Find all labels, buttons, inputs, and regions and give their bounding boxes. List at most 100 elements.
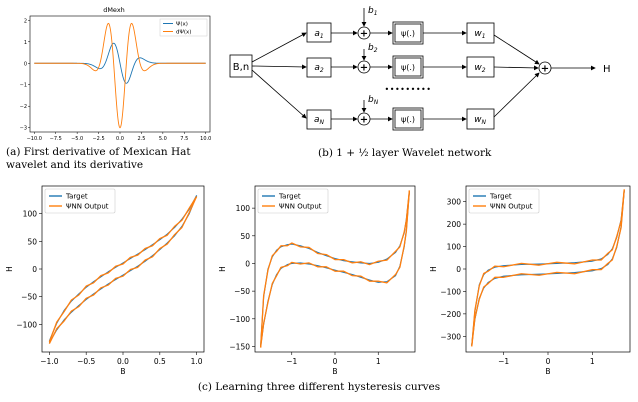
c2-legend: Target ΨNN Output [468, 188, 540, 214]
c1-ylabel: H [218, 266, 227, 272]
bN-label: bN [368, 95, 379, 106]
c1-output-1 [259, 190, 411, 348]
c1-output-0 [259, 190, 411, 348]
c0-xtick-label: 0.5 [154, 357, 166, 366]
psi-label-2: ψ(.) [401, 63, 415, 72]
a-xtick-label: 2.5 [137, 136, 145, 142]
c2-ytick-label: 0 [456, 265, 461, 274]
wN-label: wN [474, 115, 486, 126]
w2-label: w2 [474, 63, 485, 74]
wavelet-derivative-chart: dMexh 2 1 0 −1 −2 −3 −10.0 −7.5 −5.0 −2.5 0.0 2.5 5… [20, 6, 212, 142]
c2-ylabel: H [429, 266, 438, 272]
c2-xtick-label: 0 [546, 357, 551, 366]
c0-xtick-label: −0.5 [77, 357, 95, 366]
psi-label-1: ψ(.) [401, 29, 415, 38]
c0-ytick-label: 50 [27, 237, 37, 246]
a-ytick-label: 1 [24, 40, 27, 46]
c2-xtick-label: −1 [498, 357, 509, 366]
c1-ytick-label: −100 [229, 315, 250, 324]
hysteresis-chart-1: 100 50 0 −50 −100 −1.0 −0.5 0.0 0.5 1.0 B H Target ΨN… [5, 185, 205, 376]
c0-legend-box [44, 188, 116, 214]
input-label: B,n [233, 62, 249, 73]
c1-target-1 [260, 191, 410, 347]
c1-ytick-label: 0 [245, 259, 250, 268]
c0-target-0 [48, 195, 198, 342]
c0-xtick-label: 0.0 [117, 357, 129, 366]
c2-ytick-label: 300 [447, 198, 462, 207]
c2-ytick-label: 100 [447, 243, 462, 252]
a-ytick-label: −1 [20, 83, 27, 89]
c2-legend-label: ΨNN Output [490, 203, 533, 211]
plus-out: + [541, 64, 549, 75]
ellipsis-dots: ••••••••• [385, 85, 432, 94]
wN-node [466, 108, 495, 130]
a1-node [306, 22, 332, 43]
a1-label: a1 [314, 29, 323, 40]
c1-ytick-label: −50 [234, 287, 250, 296]
a-ytick-label: −3 [20, 126, 27, 132]
chart-a-title: dMexh [103, 6, 125, 14]
b2-label: b2 [368, 43, 378, 54]
c1-xtick-label: −1 [286, 357, 297, 366]
chart-a-x-ticks: −10.0 −7.5 −5.0 −2.5 0.0 2.5 5.0 7.5 10.0 [27, 132, 211, 142]
c2-ytick-label: −300 [440, 332, 461, 341]
b1-label: b1 [368, 6, 378, 17]
output-label: H [603, 64, 611, 75]
c0-xtick-label: 1.0 [191, 357, 203, 366]
a2-node [306, 57, 332, 78]
c1-ytick-label: 100 [236, 204, 251, 213]
hysteresis-chart-2: 100 50 0 −50 −100 −150 −1 0 1 B H Target ΨNN Output [218, 185, 416, 376]
c2-legend-box [468, 188, 540, 214]
c0-legend-label: Target [65, 193, 88, 201]
c2-xlabel: B [545, 367, 550, 376]
c1-legend-box [257, 188, 329, 214]
c1-xtick-label: 1 [376, 357, 381, 366]
a-ytick-label: −2 [20, 104, 27, 110]
caption-c: (c) Learning three different hysteresis … [197, 381, 441, 393]
c1-target-0 [260, 191, 410, 347]
hysteresis-chart-3: 300 200 100 0 −100 −200 −300 −1 0 1 B H Target ΨNN Ou… [429, 185, 631, 376]
c0-ytick-label: −50 [21, 293, 37, 302]
c0-ytick-label: 100 [23, 210, 38, 219]
c1-legend-label: ΨNN Output [279, 203, 322, 211]
caption-b: (b) 1 + ½ layer Wavelet network [318, 147, 492, 159]
c1-ytick-label: 50 [240, 232, 250, 241]
c2-xtick-label: 1 [590, 357, 595, 366]
plus-2: + [360, 63, 368, 74]
c2-output-0 [471, 189, 625, 347]
c1-legend-label: Target [278, 193, 301, 201]
plus-N: + [360, 115, 368, 126]
a-xtick-label: 7.5 [180, 136, 188, 142]
plus-1: + [360, 29, 368, 40]
c1-legend: Target ΨNN Output [257, 188, 329, 214]
c0-ytick-label: 0 [32, 265, 37, 274]
c2-ytick-label: −100 [440, 287, 461, 296]
c0-legend-label: ΨNN Output [66, 203, 109, 211]
wavelet-network-diagram: B,n a1 a2 aN b1 b2 bN + + + ψ(.) ψ(.) ψ(… [229, 6, 611, 131]
c0-ytick-label: −100 [16, 320, 37, 329]
chart-a-series [34, 22, 206, 129]
c2-legend-label: Target [489, 193, 512, 201]
caption-a: (a) First derivative of Mexican Hat wave… [6, 146, 191, 171]
a-xtick-label: −5.0 [71, 136, 83, 142]
legend-dpsi: dΨ(x) [176, 30, 191, 36]
c2-ytick-label: 200 [447, 220, 462, 229]
w1-label: w1 [474, 29, 485, 40]
c2-ytick-label: −200 [440, 310, 461, 319]
c1-xtick-label: 0 [333, 357, 338, 366]
c0-ylabel: H [5, 266, 14, 272]
a-xtick-label: −10.0 [27, 136, 42, 142]
aN-label: aN [314, 115, 325, 126]
legend-psi: Ψ(x) [176, 22, 188, 28]
c0-output-0 [48, 196, 198, 343]
c2-output-1 [471, 189, 625, 347]
a-ytick-label: 2 [24, 18, 27, 24]
a2-label: a2 [314, 63, 324, 74]
chart-a-y-ticks: 2 1 0 −1 −2 −3 [20, 18, 30, 132]
c0-xtick-label: −1.0 [40, 357, 58, 366]
psi-label-N: ψ(.) [401, 115, 415, 124]
c1-xlabel: B [332, 367, 337, 376]
a-xtick-label: 5.0 [159, 136, 167, 142]
c0-legend: Target ΨNN Output [44, 188, 116, 214]
a-xtick-label: 0.0 [116, 136, 124, 142]
